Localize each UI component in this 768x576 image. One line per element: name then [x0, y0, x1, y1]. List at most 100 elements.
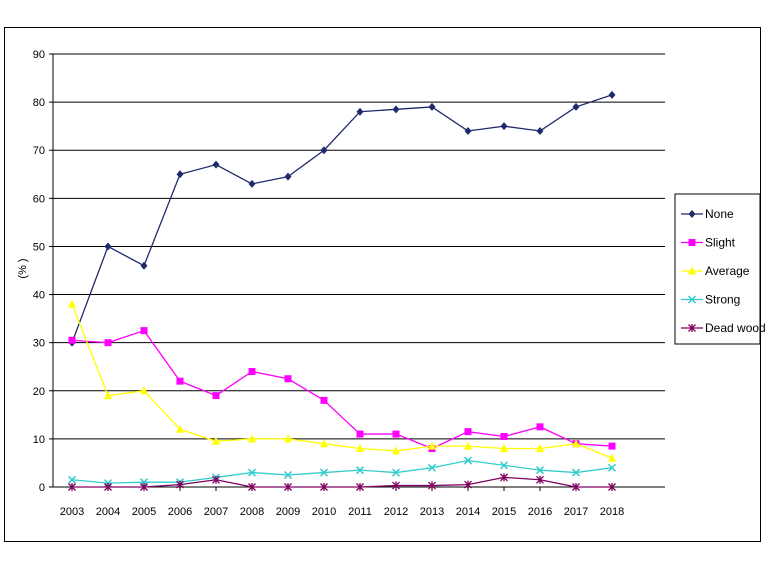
y-tick-label: 90	[33, 49, 45, 61]
data-point-strong	[499, 461, 509, 470]
data-point-dead-wood	[104, 483, 112, 491]
legend-item-slight: Slight	[681, 236, 736, 250]
data-point-dead-wood	[356, 483, 364, 491]
data-point-slight	[320, 396, 328, 404]
data-point-slight	[104, 339, 112, 347]
data-point-strong	[463, 456, 473, 465]
data-point-strong	[283, 470, 293, 480]
data-point-none	[428, 102, 436, 111]
data-point-none	[320, 146, 328, 155]
series-line-dead-wood	[72, 476, 612, 488]
y-axis-label: (% )	[17, 258, 29, 278]
x-tick-label: 2010	[312, 506, 336, 518]
legend-swatch-marker	[687, 295, 697, 304]
series-line-average	[71, 303, 613, 459]
data-point-average	[428, 441, 436, 450]
data-point-strong	[607, 463, 617, 472]
data-point-none	[248, 179, 256, 188]
series-line-strong	[71, 459, 613, 484]
x-axis-ticks: 2003 2004 2005 2006 2007 2008 2009 2010 2011 2012…	[60, 487, 624, 518]
gridlines	[49, 53, 665, 488]
legend-label: Average	[705, 264, 750, 278]
legend-swatch-marker	[688, 266, 696, 275]
data-point-slight	[68, 336, 76, 344]
data-point-slight	[608, 442, 616, 450]
data-point-strong	[355, 466, 365, 475]
data-point-average	[572, 439, 580, 448]
data-point-slight	[248, 368, 256, 376]
y-tick-label: 80	[33, 97, 45, 109]
data-point-slight	[176, 377, 184, 385]
y-tick-label: 30	[33, 338, 45, 350]
data-point-average	[392, 446, 400, 455]
data-point-none	[212, 160, 220, 169]
data-point-average	[464, 441, 472, 450]
data-point-dead-wood	[428, 481, 436, 490]
data-point-none	[536, 126, 544, 135]
data-point-none	[284, 172, 292, 181]
x-tick-label: 2006	[168, 506, 192, 518]
series-line-slight	[71, 329, 613, 450]
x-tick-label: 2009	[276, 506, 300, 518]
data-point-dead-wood	[248, 483, 256, 491]
legend-box	[674, 193, 761, 345]
legend-swatch-marker	[688, 324, 696, 332]
series-line-none	[71, 94, 613, 343]
data-point-none	[392, 105, 400, 114]
legend-swatch-marker	[688, 239, 696, 246]
x-tick-label: 2003	[60, 506, 84, 518]
x-tick-label: 2012	[384, 506, 408, 518]
data-point-none	[356, 107, 364, 116]
data-point-average	[500, 444, 508, 453]
data-point-slight	[356, 430, 364, 438]
series-strong	[67, 456, 617, 488]
legend-item-dead-wood: Dead wood	[681, 321, 766, 335]
legend-label: None	[705, 207, 734, 221]
data-point-strong	[535, 466, 545, 475]
data-point-none	[608, 90, 616, 99]
data-point-none	[464, 126, 472, 135]
y-tick-label: 10	[33, 434, 45, 446]
data-point-dead-wood	[392, 481, 400, 490]
y-tick-label: 60	[33, 193, 45, 205]
y-tick-label: 0	[39, 482, 45, 494]
data-point-slight	[536, 423, 544, 431]
legend: None Slight Average Strong Dead wood	[674, 193, 766, 345]
y-tick-label: 50	[33, 241, 45, 253]
data-point-dead-wood	[140, 483, 148, 491]
legend-label: Strong	[705, 293, 740, 307]
chart-frame	[4, 27, 761, 542]
data-point-slight	[284, 375, 292, 383]
data-point-average	[248, 434, 256, 443]
x-tick-label: 2011	[348, 506, 372, 518]
data-point-strong	[247, 468, 257, 477]
legend-item-none: None	[681, 207, 734, 221]
data-point-none	[572, 102, 580, 111]
data-point-average	[356, 444, 364, 453]
data-point-dead-wood	[536, 475, 544, 484]
legend-item-strong: Strong	[681, 293, 740, 307]
data-point-average	[68, 299, 76, 308]
data-point-average	[140, 386, 148, 395]
data-point-slight	[464, 428, 472, 436]
legend-item-average: Average	[681, 264, 750, 278]
x-tick-label: 2014	[456, 506, 480, 518]
data-point-strong	[571, 468, 581, 477]
data-point-average	[608, 453, 616, 462]
data-point-average	[176, 424, 184, 433]
x-tick-label: 2008	[240, 506, 264, 518]
data-point-average	[320, 439, 328, 448]
x-tick-label: 2015	[492, 506, 516, 518]
x-tick-label: 2007	[204, 506, 228, 518]
data-point-dead-wood	[68, 483, 76, 491]
x-tick-label: 2017	[564, 506, 588, 518]
data-point-average	[104, 391, 112, 400]
data-point-dead-wood	[284, 483, 292, 491]
data-point-dead-wood	[212, 475, 220, 484]
legend-swatch-marker	[688, 210, 696, 218]
data-point-dead-wood	[572, 483, 580, 491]
x-tick-label: 2005	[132, 506, 156, 518]
y-axis-ticks: 0 10 20 30 40 50 60 70 80 90	[33, 49, 45, 494]
legend-label: Slight	[705, 236, 736, 250]
